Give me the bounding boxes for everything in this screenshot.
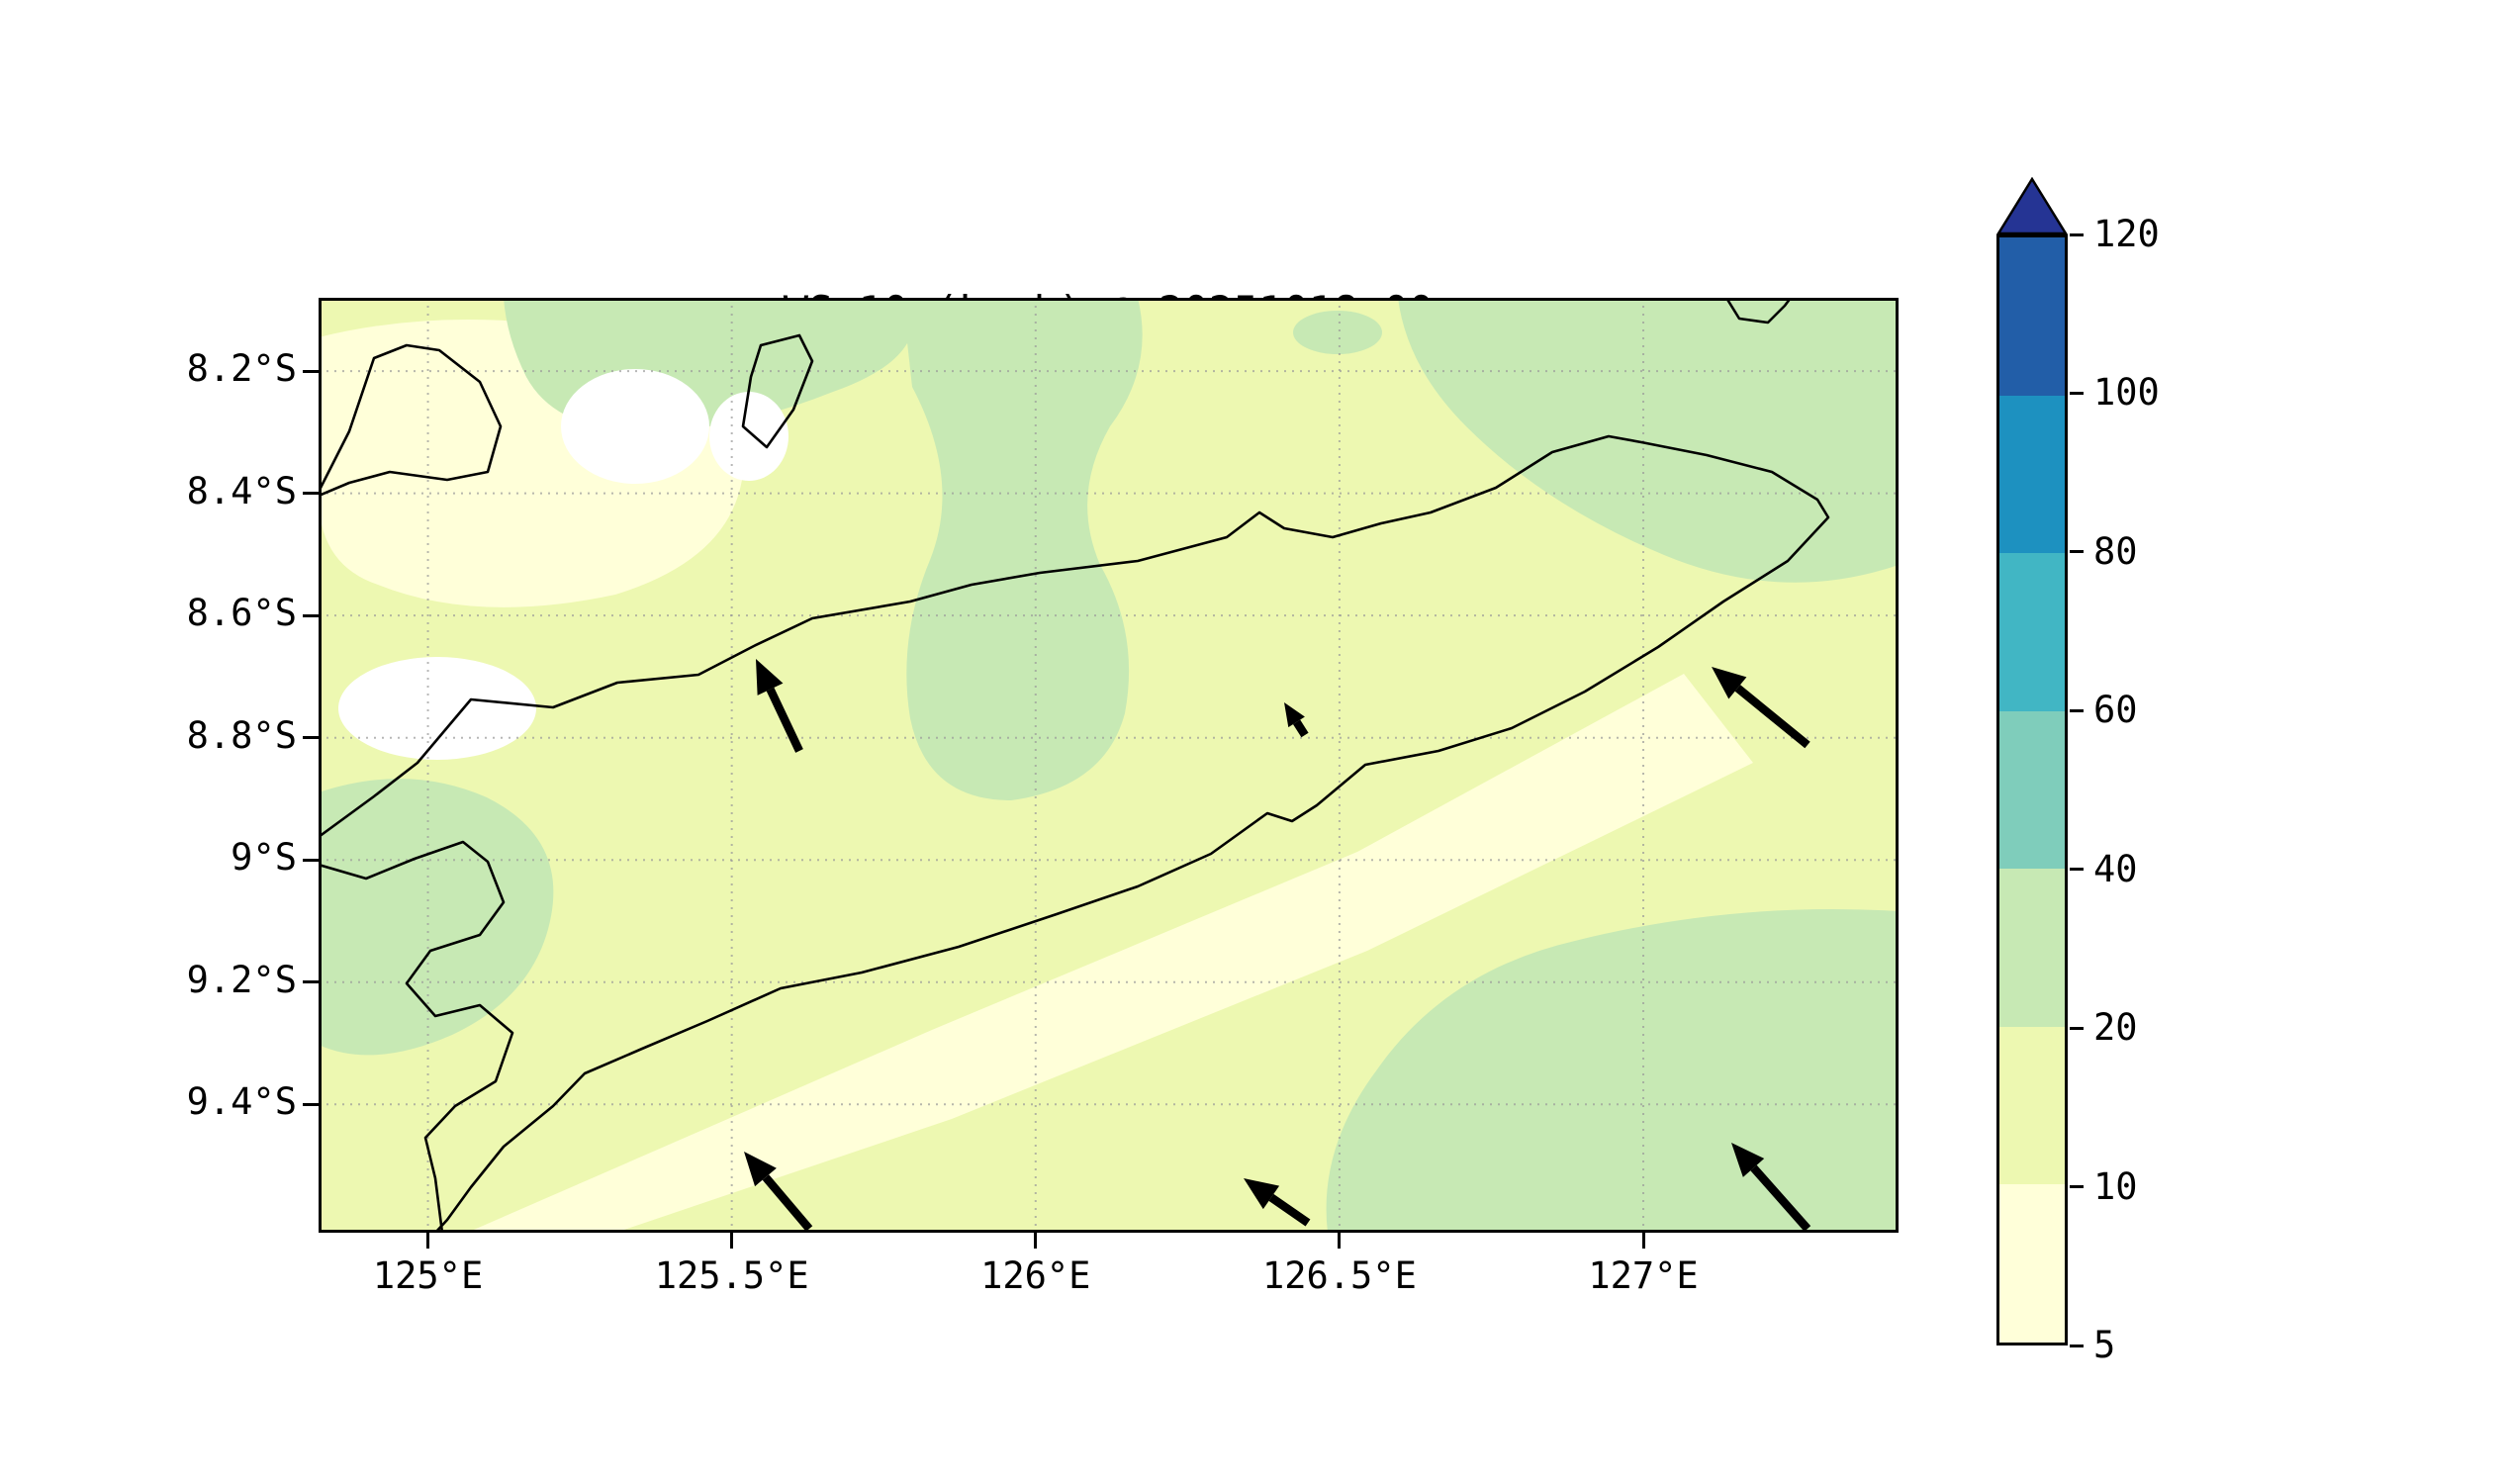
wind-arrow-shaft: [1750, 1164, 1811, 1232]
colorbar-tick-mark: [2070, 868, 2084, 872]
x-tick-label: 125.5°E: [654, 1254, 809, 1297]
colorbar-tick-mark: [2070, 232, 2084, 236]
wind-arrow-shaft: [766, 687, 803, 753]
x-tick-mark: [1338, 1233, 1342, 1249]
colorbar-segment: [1999, 395, 2065, 554]
colorbar-extend-triangle: [1996, 177, 2068, 234]
y-tick-label: 8.6°S: [186, 592, 297, 635]
wind-band-20-40: [902, 298, 1143, 800]
y-tick-mark: [303, 858, 319, 862]
y-tick-label: 9°S: [231, 836, 297, 880]
x-tick-mark: [1034, 1233, 1038, 1249]
wind-arrow-shaft: [1734, 685, 1810, 749]
colorbar-tick-label: 120: [2093, 213, 2160, 255]
wind-band-below-5: [561, 369, 709, 484]
y-tick-label: 9.2°S: [186, 958, 297, 1001]
colorbar-segment: [1999, 553, 2065, 711]
colorbar-tick-mark: [2070, 550, 2084, 554]
plot-border: [319, 298, 1899, 1233]
y-tick-mark: [303, 980, 319, 984]
wind-speed-map: [319, 298, 1899, 1233]
x-tick-label: 126.5°E: [1261, 1254, 1417, 1297]
colorbar-segment: [1999, 1184, 2065, 1344]
x-tick-label: 126°E: [980, 1254, 1091, 1297]
wind-band-below-5: [338, 657, 536, 760]
x-tick-mark: [426, 1233, 430, 1249]
y-tick-mark: [303, 736, 319, 740]
y-tick-mark: [303, 492, 319, 496]
wind-band-20-40: [1398, 298, 1899, 583]
wind-band-20-40: [1293, 311, 1382, 354]
wind-arrow-shaft: [762, 1174, 813, 1232]
wind-arrow-head: [1284, 702, 1305, 728]
wind-arrow-shaft: [1268, 1193, 1311, 1227]
colorbar-segment: [1999, 869, 2065, 1027]
colorbar-tick-mark: [2070, 391, 2084, 395]
coastline: [319, 434, 1830, 1233]
colorbar-tick-mark: [2070, 708, 2084, 712]
y-tick-mark: [303, 613, 319, 617]
colorbar-segment: [1999, 1026, 2065, 1185]
colorbar-tick-mark: [2070, 1026, 2084, 1030]
wind-arrow-head: [1244, 1178, 1280, 1210]
wind-band-below-5: [709, 392, 788, 481]
map-plot-area: [319, 298, 1899, 1233]
wind-arrow-head: [1712, 667, 1747, 699]
wind-arrow-head: [744, 1152, 777, 1187]
coastline: [319, 840, 514, 1233]
y-tick-label: 9.4°S: [186, 1080, 297, 1124]
y-tick-label: 8.8°S: [186, 713, 297, 757]
coastline: [319, 343, 503, 498]
x-tick-label: 127°E: [1588, 1254, 1699, 1297]
colorbar-tick-label: 60: [2093, 689, 2138, 732]
colorbar-gradient: [1996, 234, 2068, 1345]
colorbar-tick-label: 20: [2093, 1006, 2138, 1050]
x-tick-mark: [1641, 1233, 1645, 1249]
colorbar: 120 100 80 60 40 20 10 5: [1996, 177, 2293, 1434]
colorbar-tick-mark: [2070, 1344, 2084, 1347]
y-tick-label: 8.2°S: [186, 347, 297, 391]
colorbar-tick-label: 10: [2093, 1164, 2138, 1208]
colorbar-tick-label: 100: [2093, 371, 2160, 415]
wind-band-5-10: [467, 674, 1753, 1233]
y-tick-label: 8.4°S: [186, 469, 297, 512]
wind-arrow-shaft: [1293, 719, 1309, 738]
x-tick-label: 125°E: [372, 1254, 484, 1297]
coastline: [1724, 298, 1793, 325]
colorbar-tick-label: 80: [2093, 529, 2138, 573]
y-tick-mark: [303, 1102, 319, 1106]
colorbar-segment: [1999, 710, 2065, 870]
x-tick-mark: [730, 1233, 734, 1249]
colorbar-tick-label: 5: [2093, 1324, 2116, 1366]
wind-band-20-40: [319, 779, 554, 1056]
coastline: [741, 333, 814, 449]
wind-band-20-40: [1326, 909, 1899, 1233]
wind-arrow-head: [756, 659, 784, 696]
colorbar-tick-label: 40: [2093, 847, 2138, 890]
y-tick-mark: [303, 369, 319, 373]
wind-arrow-head: [1731, 1143, 1765, 1177]
colorbar-segment: [1999, 237, 2065, 396]
colorbar-tick-mark: [2070, 1185, 2084, 1189]
